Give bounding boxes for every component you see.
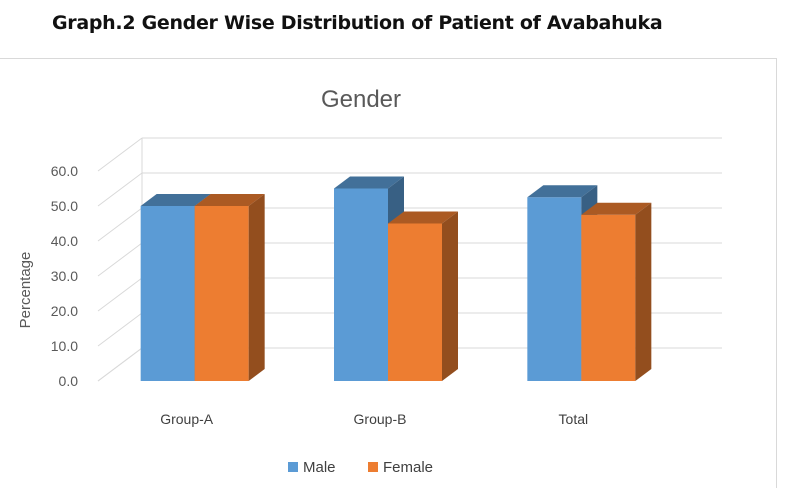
gridline-side <box>97 347 143 382</box>
y-tick-label: 20.0 <box>51 303 78 319</box>
y-tick-label: 30.0 <box>51 268 78 284</box>
gridline-side <box>97 137 143 172</box>
bar <box>581 214 636 381</box>
category-labels: Group-A Group-B Total <box>160 411 588 427</box>
y-tick-label: 10.0 <box>51 338 78 354</box>
bar-top <box>581 202 652 215</box>
bar-top <box>388 211 458 224</box>
bar-top <box>194 194 265 206</box>
legend-label: Female <box>383 459 433 476</box>
chart-frame <box>0 58 777 488</box>
category-label: Group-B <box>354 411 407 427</box>
gridline-side <box>97 207 143 242</box>
bar-top <box>334 176 404 189</box>
bar-side <box>248 194 265 381</box>
category-label: Group-A <box>160 411 214 427</box>
y-tick-labels: 0.0 10.0 20.0 30.0 40.0 50.0 60.0 <box>51 163 78 389</box>
bar-side <box>442 211 458 381</box>
y-axis-label: Percentage <box>17 252 34 329</box>
bars <box>140 176 652 381</box>
y-tick-label: 0.0 <box>59 373 79 389</box>
legend-swatch <box>368 462 378 472</box>
gridline-side <box>97 277 143 312</box>
legend-label: Male <box>303 459 336 476</box>
bar <box>388 223 442 381</box>
bar <box>140 206 195 381</box>
legend-swatch <box>288 462 298 472</box>
figure-heading: Graph.2 Gender Wise Distribution of Pati… <box>52 12 663 34</box>
y-tick-label: 40.0 <box>51 233 78 249</box>
bar-side <box>635 202 652 381</box>
bar-top <box>140 194 211 206</box>
bar <box>527 197 582 381</box>
category-label: Total <box>559 411 589 427</box>
y-tick-label: 60.0 <box>51 163 78 179</box>
bar <box>194 206 249 381</box>
gridline-side <box>97 312 143 347</box>
legend: Male Female <box>288 459 433 476</box>
gridline-side <box>97 172 143 207</box>
chart-title: Gender <box>321 86 401 113</box>
bar-top <box>527 185 598 198</box>
gridline-side <box>97 242 143 277</box>
y-tick-label: 50.0 <box>51 198 78 214</box>
bar <box>334 188 388 381</box>
